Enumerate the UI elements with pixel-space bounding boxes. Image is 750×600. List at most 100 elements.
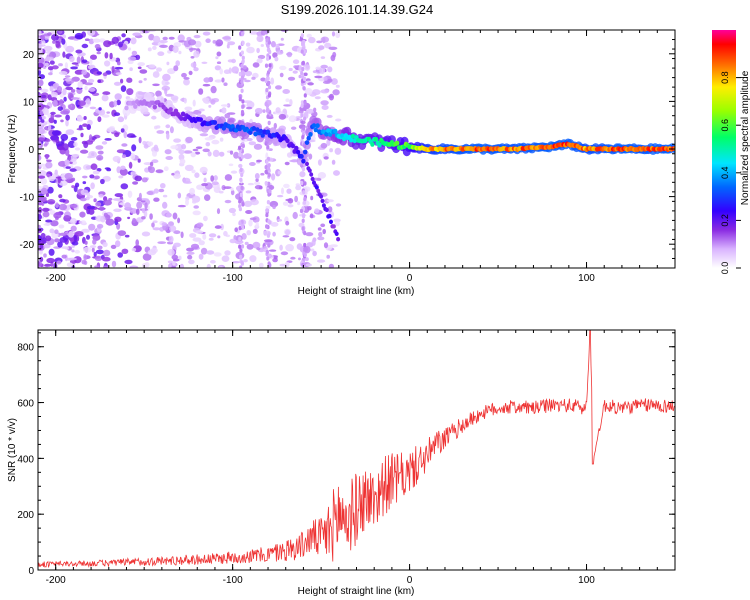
spectrogram-noise-blob (80, 132, 84, 138)
spectrogram-noise-blob (187, 254, 193, 260)
spectrogram-streak-blob (238, 97, 242, 102)
spectrogram-noise-blob (287, 76, 296, 81)
spectrogram-ridge-point (315, 123, 320, 129)
spectrogram-noise-blob (100, 178, 105, 185)
spectrogram-noise-blob (249, 217, 257, 221)
spectrogram-noise-blob (322, 80, 331, 84)
spectrogram-ridge-point (285, 138, 290, 144)
spectrogram-noise-blob (320, 56, 326, 59)
spectrogram-noise-blob (88, 87, 96, 92)
spectrogram-noise-blob (159, 44, 168, 49)
spectrogram-noise-blob (203, 77, 211, 83)
spectrogram-noise-blob (173, 65, 179, 72)
spectrogram-ridge-point (276, 134, 281, 139)
spectrogram-noise-blob (317, 172, 327, 179)
spectrogram-noise-blob (64, 75, 71, 78)
spectrogram-noise-blob (51, 130, 61, 136)
spectrogram-noise-blob (153, 188, 159, 194)
spectrogram-noise-blob (82, 181, 87, 185)
spectrogram-noise-blob (183, 97, 187, 104)
spectrogram-noise-blob (137, 62, 145, 67)
spectrogram-noise-blob (318, 231, 323, 237)
spectrogram-noise-blob (180, 231, 184, 239)
spectrogram-noise-blob (245, 210, 253, 214)
spectrogram-noise-blob (58, 194, 63, 199)
spectrogram-ridge-point (313, 127, 318, 133)
spectrogram-noise-blob (193, 34, 201, 39)
colorbar-label: Normalized spectral amplitude (740, 70, 750, 205)
spectrogram-noise-blob (64, 246, 70, 250)
spectrogram-noise-blob (63, 215, 71, 222)
spectrogram-noise-blob (138, 80, 143, 84)
spectrogram-noise-blob (188, 259, 195, 265)
spectrogram-noise-blob (331, 31, 336, 37)
spectrogram-streak-blob (303, 93, 307, 98)
spectrogram-noise-blob (74, 231, 84, 237)
spectrogram-noise-blob (169, 126, 174, 134)
spectrogram-noise-blob (84, 38, 90, 41)
spectrogram-streak-blob (264, 101, 268, 107)
spectrogram-noise-blob (198, 240, 205, 246)
spectrogram-ridge-point (150, 100, 156, 106)
spectrogram-noise-blob (221, 255, 230, 262)
spectrogram-noise-blob (178, 50, 182, 55)
spectrogram-noise-blob (148, 33, 155, 41)
spectrogram-noise-blob (87, 65, 94, 70)
spectrogram-noise-blob (289, 237, 296, 242)
spectrogram-ridge-point (260, 133, 265, 138)
spectrogram-noise-blob (94, 255, 103, 261)
spectrogram-noise-blob (92, 170, 100, 175)
spectrogram-noise-blob (69, 161, 73, 164)
spectrogram-ridge-point (373, 136, 379, 142)
spectrogram-noise-blob (228, 67, 232, 74)
spectrogram-noise-blob (246, 137, 253, 142)
spectrogram-noise-blob (102, 241, 108, 248)
spectrogram-streak-blob (268, 263, 272, 268)
spectrogram-x-axis: -200 -100 0 100 (46, 30, 676, 284)
spectrogram-noise-blob (247, 182, 254, 186)
spectrogram-streak-blob (240, 260, 244, 265)
spectrogram-noise-blob (322, 228, 327, 235)
spectrogram-noise-blob (239, 182, 244, 186)
spectrogram-noise-blob (216, 208, 221, 215)
spectrogram-noise-blob (79, 211, 86, 218)
spectrogram-noise-blob (62, 51, 66, 58)
spectrogram-streak-blob (238, 221, 242, 226)
spectrogram-noise-blob (282, 201, 289, 206)
spectrogram-noise-blob (108, 197, 113, 201)
chart-title: S199.2026.101.14.39.G24 (281, 2, 434, 17)
spectrogram-noise-blob (87, 119, 93, 126)
spectrogram-noise-blob (104, 60, 111, 67)
spectrogram-noise-blob (285, 220, 290, 226)
colorbar-tick-label: 0.2 (720, 214, 730, 227)
spectrogram-noise-blob (190, 56, 195, 59)
spectrogram-noise-blob (192, 237, 202, 242)
y-tick-label: -20 (20, 240, 35, 251)
spectrogram-noise-blob (281, 187, 284, 195)
spectrogram-noise-blob (335, 84, 340, 88)
spectrogram-noise-blob (285, 98, 290, 102)
spectrogram-noise-blob (70, 137, 78, 141)
spectrogram-noise-blob (77, 100, 86, 106)
spectrogram-noise-blob (54, 169, 58, 175)
spectrogram-noise-blob (48, 175, 56, 182)
spectrogram-noise-blob (114, 208, 119, 212)
spectrogram-streak-blob (266, 200, 270, 205)
spectrogram-noise-blob (81, 228, 90, 233)
spectrogram-noise-blob (50, 113, 55, 119)
spectrogram-ridge-point (395, 140, 400, 146)
spectrogram-noise-blob (110, 244, 117, 249)
spectrogram-ridge-point (179, 116, 184, 121)
spectrogram-streak-blob (268, 220, 272, 225)
spectrogram-noise-blob (192, 99, 196, 107)
spectrogram-ridge-point (124, 105, 129, 111)
spectrogram-noise-blob (121, 154, 127, 159)
spectrogram-noise-blob (101, 141, 108, 145)
spectrogram-tail-point (310, 176, 315, 182)
spectrogram-noise-blob (130, 171, 137, 176)
spectrogram-noise-blob (141, 208, 146, 214)
spectrogram-streak-blob (241, 104, 245, 109)
spectrogram-ridge-point (180, 111, 186, 117)
spectrogram-noise-blob (210, 85, 217, 94)
